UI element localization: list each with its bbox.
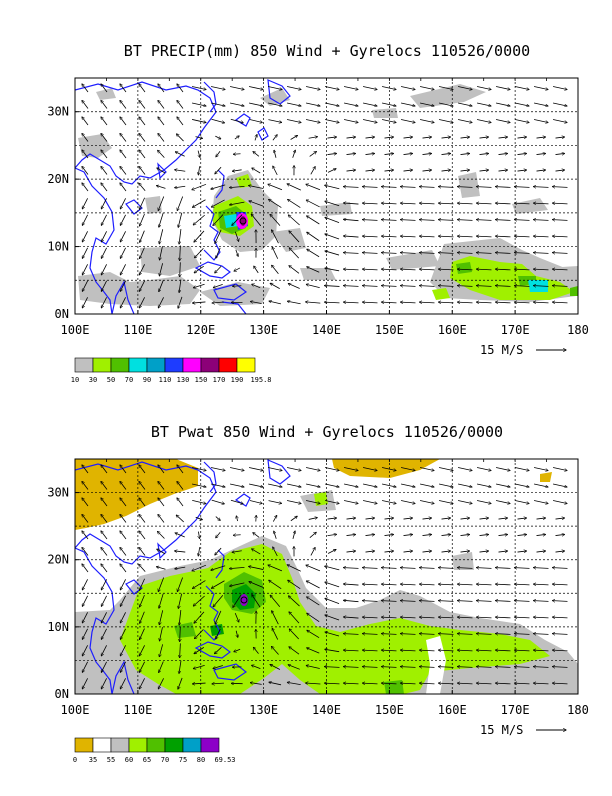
colorbar-label: 190 bbox=[231, 376, 244, 384]
pwat-map-area bbox=[75, 459, 578, 694]
y-tick-label: 10N bbox=[47, 620, 69, 634]
y-tick-label: 0N bbox=[55, 687, 69, 701]
colorbar-label: 70 bbox=[161, 756, 169, 764]
pwat-vector-ref-label: 15 M/S bbox=[480, 723, 523, 737]
colorbar-label: 130 bbox=[177, 376, 190, 384]
colorbar-swatch bbox=[183, 738, 201, 752]
colorbar-label: 90 bbox=[143, 376, 151, 384]
x-tick-label: 110E bbox=[123, 703, 152, 717]
colorbar-label: 65 bbox=[143, 756, 151, 764]
precip-colorbar: 10 30 50 70 90 110 130 150 170 190 195.8 bbox=[71, 358, 272, 384]
colorbar-label: 55 bbox=[107, 756, 115, 764]
colorbar-label: 30 bbox=[89, 376, 97, 384]
colorbar-swatch bbox=[147, 358, 165, 372]
colorbar-swatch bbox=[165, 358, 183, 372]
colorbar-label: 150 bbox=[195, 376, 208, 384]
precip-vector-ref-label: 15 M/S bbox=[480, 343, 523, 357]
y-tick-label: 20N bbox=[47, 553, 69, 567]
x-tick-label: 130E bbox=[249, 323, 278, 337]
pwat-vector-reference: 15 M/S bbox=[480, 723, 566, 737]
colorbar-swatch bbox=[147, 738, 165, 752]
pwat-y-tick-labels: 0N 10N 20N 30N bbox=[47, 486, 69, 701]
precip-vector-reference: 15 M/S bbox=[480, 343, 566, 357]
colorbar-swatch bbox=[75, 358, 93, 372]
colorbar-label: 10 bbox=[71, 376, 79, 384]
x-tick-label: 120E bbox=[186, 323, 215, 337]
precip-x-tick-labels: 100E 110E 120E 130E 140E 150E 160E 170E 180 bbox=[61, 323, 589, 337]
pwat-x-tick-labels: 100E 110E 120E 130E 140E 150E 160E 170E 180 bbox=[61, 703, 589, 717]
colorbar-swatch bbox=[93, 358, 111, 372]
x-tick-label: 100E bbox=[61, 703, 90, 717]
colorbar-label: 60 bbox=[125, 756, 133, 764]
x-tick-label: 150E bbox=[375, 703, 404, 717]
x-tick-label: 120E bbox=[186, 703, 215, 717]
colorbar-label: 170 bbox=[213, 376, 226, 384]
pwat-panel: BT Pwat 850 Wind + Gyrelocs 110526/0000 bbox=[47, 423, 589, 764]
y-tick-label: 30N bbox=[47, 105, 69, 119]
precip-panel: BT PRECIP(mm) 850 Wind + Gyrelocs 110526… bbox=[47, 42, 589, 384]
precip-title: BT PRECIP(mm) 850 Wind + Gyrelocs 110526… bbox=[124, 42, 530, 60]
colorbar-label: 70 bbox=[125, 376, 133, 384]
colorbar-label: 195.8 bbox=[250, 376, 271, 384]
colorbar-label: 75 bbox=[179, 756, 187, 764]
colorbar-label: 80 bbox=[197, 756, 205, 764]
pwat-colorbar: 0 35 55 60 65 70 75 80 69.53 bbox=[73, 738, 236, 764]
colorbar-label: 50 bbox=[107, 376, 115, 384]
colorbar-swatch bbox=[111, 738, 129, 752]
colorbar-swatch bbox=[111, 358, 129, 372]
x-tick-label: 160E bbox=[438, 323, 467, 337]
x-tick-label: 110E bbox=[123, 323, 152, 337]
x-tick-label: 180 bbox=[567, 323, 589, 337]
pwat-title: BT Pwat 850 Wind + Gyrelocs 110526/0000 bbox=[151, 423, 503, 441]
colorbar-label: 35 bbox=[89, 756, 97, 764]
precip-y-tick-labels: 0N 10N 20N 30N bbox=[47, 105, 69, 321]
colorbar-label: 69.53 bbox=[214, 756, 235, 764]
y-tick-label: 30N bbox=[47, 486, 69, 500]
colorbar-swatch bbox=[183, 358, 201, 372]
x-tick-label: 170E bbox=[501, 323, 530, 337]
x-tick-label: 170E bbox=[501, 703, 530, 717]
x-tick-label: 140E bbox=[312, 703, 341, 717]
x-tick-label: 100E bbox=[61, 323, 90, 337]
x-tick-label: 150E bbox=[375, 323, 404, 337]
colorbar-label: 0 bbox=[73, 756, 77, 764]
colorbar-swatch bbox=[129, 738, 147, 752]
colorbar-swatch bbox=[219, 358, 237, 372]
colorbar-swatch bbox=[93, 738, 111, 752]
colorbar-swatch bbox=[129, 358, 147, 372]
colorbar-swatch bbox=[201, 358, 219, 372]
y-tick-label: 10N bbox=[47, 240, 69, 254]
colorbar-swatch bbox=[165, 738, 183, 752]
colorbar-swatch bbox=[75, 738, 93, 752]
y-tick-label: 0N bbox=[55, 307, 69, 321]
colorbar-swatch bbox=[201, 738, 219, 752]
precip-map-area bbox=[75, 78, 578, 314]
x-tick-label: 160E bbox=[438, 703, 467, 717]
x-tick-label: 180 bbox=[567, 703, 589, 717]
colorbar-label: 110 bbox=[159, 376, 172, 384]
colorbar-swatch bbox=[237, 358, 255, 372]
y-tick-label: 20N bbox=[47, 172, 69, 186]
x-tick-label: 130E bbox=[249, 703, 278, 717]
x-tick-label: 140E bbox=[312, 323, 341, 337]
